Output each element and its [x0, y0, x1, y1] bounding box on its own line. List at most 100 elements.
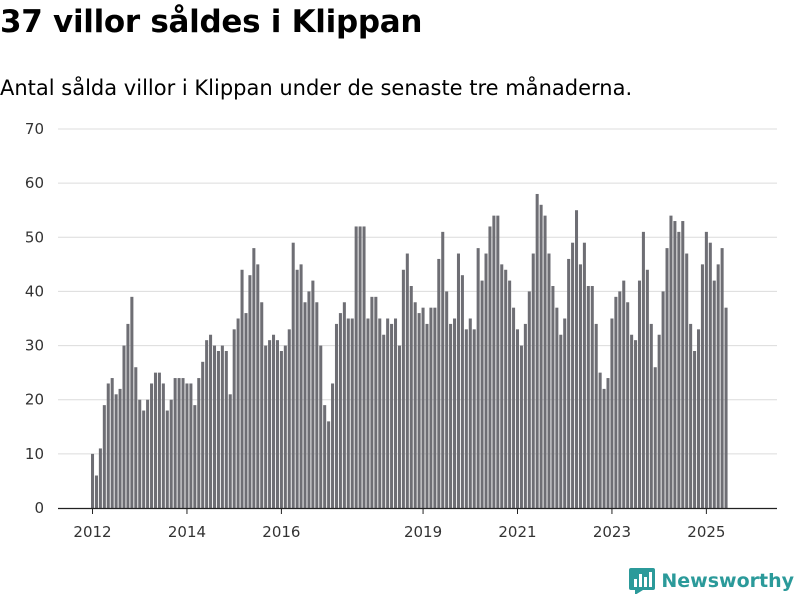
y-tick-label: 20: [25, 391, 44, 409]
bar: [586, 286, 590, 508]
bar: [346, 318, 350, 508]
bar: [445, 291, 449, 508]
bar: [551, 286, 555, 508]
bar: [209, 334, 213, 508]
bar: [405, 253, 409, 508]
bar: [508, 280, 512, 508]
bars: [91, 193, 728, 509]
bar: [712, 280, 716, 508]
bar: [519, 345, 523, 508]
bar: [590, 286, 594, 508]
bar: [696, 329, 701, 508]
bar: [602, 388, 606, 508]
bar: [161, 383, 165, 508]
bar: [153, 372, 157, 508]
bar: [189, 383, 193, 508]
bar-chart: 0 10 20 30 40 50 60 70 2012 2014 2016 2019 2021 2023…: [25, 0, 777, 541]
x-axis: 2012 2014 2016 2019 2021 2023 2025: [58, 507, 777, 541]
x-tick-label: 2016: [262, 523, 300, 541]
bar: [681, 221, 685, 509]
bar: [700, 264, 704, 508]
bar: [327, 421, 331, 508]
bar: [181, 378, 185, 508]
bar: [543, 215, 547, 508]
bar: [362, 226, 366, 508]
bar: [378, 318, 382, 508]
bar: [323, 405, 327, 508]
bar: [401, 269, 405, 508]
bar: [645, 269, 649, 508]
bar: [606, 378, 610, 508]
bar: [370, 296, 374, 508]
bar: [441, 231, 445, 508]
bar: [307, 291, 311, 508]
bar: [575, 210, 579, 508]
bar: [413, 302, 417, 508]
bar: [338, 313, 342, 508]
chart-subtitle: Antal sålda villor i Klippan under de se…: [0, 76, 633, 100]
y-tick-label: 30: [25, 337, 44, 355]
bar: [653, 367, 657, 508]
bar: [622, 280, 626, 508]
bar: [126, 323, 130, 508]
x-tick-label: 2025: [687, 523, 725, 541]
brand-name: Newsworthy: [661, 570, 794, 592]
bar: [693, 350, 697, 508]
bar: [464, 329, 468, 508]
bar: [354, 226, 358, 508]
bar: [256, 264, 260, 508]
bar: [299, 264, 303, 508]
bar: [677, 231, 681, 508]
bar: [397, 345, 401, 508]
bar: [582, 242, 586, 508]
bar: [484, 253, 488, 508]
bar: [578, 264, 582, 508]
bar: [504, 269, 508, 508]
bar: [315, 302, 319, 508]
bar: [649, 323, 653, 508]
bar: [358, 226, 362, 508]
x-tick-label: 2014: [168, 523, 206, 541]
bar: [287, 329, 291, 508]
bar: [394, 318, 398, 508]
bar: [283, 345, 287, 508]
bar: [268, 340, 272, 508]
bar: [240, 269, 244, 508]
bar: [433, 307, 437, 508]
bar: [342, 302, 346, 508]
gridlines: [58, 128, 777, 455]
bar: [216, 350, 220, 508]
chart-title: 37 villor såldes i Klippan: [0, 4, 423, 40]
bar: [555, 307, 559, 508]
bar: [409, 286, 413, 508]
bar: [94, 475, 98, 508]
y-tick-label: 0: [34, 499, 44, 517]
bar: [425, 323, 429, 508]
bar: [295, 269, 299, 508]
bar: [334, 323, 339, 508]
bar: [563, 318, 567, 508]
bar: [220, 345, 224, 508]
x-tick-label: 2019: [404, 523, 442, 541]
bar: [515, 329, 520, 508]
bar: [122, 345, 126, 508]
bar: [244, 313, 248, 508]
bar: [106, 383, 110, 508]
bar: [118, 388, 122, 508]
bar: [488, 226, 492, 508]
x-tick-label: 2021: [498, 523, 536, 541]
bar: [571, 242, 575, 508]
bar: [173, 378, 177, 508]
bar: [559, 334, 563, 508]
bar: [291, 242, 295, 508]
bar: [236, 318, 240, 508]
bar: [527, 291, 531, 508]
bar: [114, 394, 118, 508]
bar: [102, 405, 106, 508]
bar: [673, 221, 677, 509]
bar: [429, 307, 433, 508]
y-tick-label: 10: [25, 445, 44, 463]
bar: [252, 248, 256, 509]
bar: [716, 264, 720, 508]
bar: [547, 253, 551, 508]
